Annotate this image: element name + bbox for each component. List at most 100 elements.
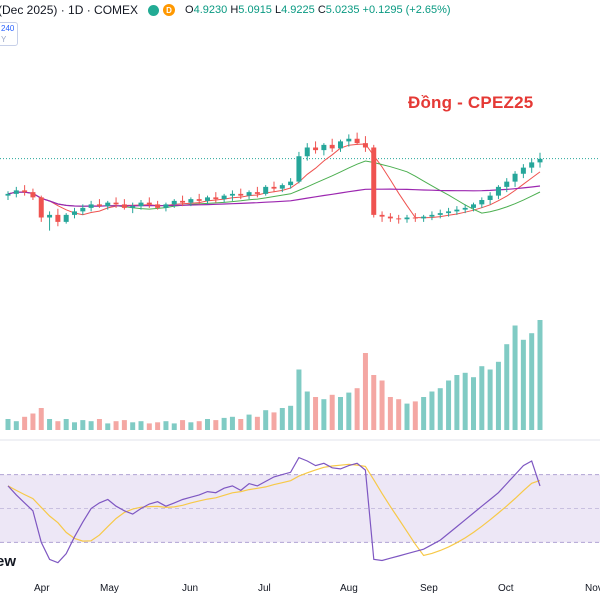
- candle-body: [437, 213, 443, 215]
- volume-bar: [329, 394, 335, 430]
- low-value: 4.9225: [281, 4, 315, 16]
- volume-bar: [205, 419, 210, 430]
- volume-bar: [130, 422, 136, 430]
- candle-body: [38, 197, 44, 218]
- volume-bar: [72, 422, 77, 430]
- volume-bar: [346, 392, 352, 430]
- volume-bar: [512, 325, 518, 430]
- candle-body: [72, 211, 77, 215]
- candle-body: [446, 211, 452, 214]
- volume-bar: [495, 361, 501, 430]
- x-tick-label: May: [100, 583, 119, 594]
- candle-body: [354, 138, 360, 144]
- volume-bar: [520, 339, 526, 430]
- candle-body: [313, 147, 319, 151]
- high-label: H: [230, 4, 239, 16]
- candle-body: [105, 202, 111, 207]
- volume-bar: [446, 380, 452, 430]
- candle-body: [13, 190, 19, 194]
- volume-bar: [163, 421, 169, 430]
- volume-bar: [221, 417, 227, 430]
- volume-bar: [254, 416, 260, 430]
- candle-body: [196, 199, 202, 201]
- volume-bar: [180, 420, 186, 430]
- volume-bar: [296, 369, 302, 430]
- candle-body: [180, 200, 186, 203]
- volume-bar: [246, 414, 252, 430]
- open-value: 4.9230: [193, 4, 228, 16]
- candle-body: [113, 202, 119, 205]
- volume-bar: [529, 333, 535, 430]
- badge-line1: 240: [1, 24, 15, 33]
- chart-header: (Dec 2025) · 1D · COMEX D O4.9230 H5.091…: [0, 0, 600, 20]
- candle-body: [30, 192, 36, 198]
- x-tick-label: Apr: [34, 583, 50, 594]
- volume-bar: [537, 320, 543, 430]
- candle-body: [346, 138, 352, 142]
- candle-body: [221, 195, 227, 200]
- volume-bar: [412, 401, 418, 430]
- volume-bar: [421, 397, 427, 430]
- volume-bar: [288, 405, 294, 430]
- candle-body: [338, 141, 343, 149]
- x-tick-label: Sep: [420, 583, 438, 594]
- volume-bar: [379, 380, 385, 430]
- candle-body: [487, 195, 493, 200]
- badge-line2: Y: [1, 35, 7, 44]
- volume-bar: [487, 369, 493, 430]
- candle-body: [246, 192, 252, 196]
- volume-bar: [454, 375, 460, 430]
- candle-body: [421, 216, 427, 219]
- volume-bar: [462, 372, 468, 430]
- price-badge[interactable]: 240 Y: [0, 22, 18, 46]
- oscillator-line: [7, 456, 541, 564]
- volume-bar: [304, 391, 310, 430]
- candle-body: [529, 162, 535, 168]
- candle-body: [296, 156, 302, 182]
- candle-body: [55, 214, 61, 222]
- candle-body: [254, 192, 260, 194]
- ohlc-readout: O4.9230 H5.0915 L4.9225 C5.0235 +0.1295 …: [185, 4, 451, 16]
- candle-body: [155, 204, 161, 208]
- volume-bar: [229, 416, 235, 430]
- volume-bar: [121, 420, 127, 430]
- candle-body: [304, 147, 310, 157]
- candle-body: [279, 185, 285, 189]
- candle-body: [479, 200, 485, 205]
- x-tick-label: Jun: [182, 583, 199, 594]
- candle-body: [412, 217, 418, 219]
- volume-bar: [188, 422, 194, 430]
- volume-bar: [321, 399, 327, 430]
- volume-bar: [47, 419, 53, 430]
- candle-body: [404, 217, 410, 220]
- volume-bar: [271, 412, 277, 430]
- symbol-title[interactable]: (Dec 2025) · 1D · COMEX: [0, 3, 139, 17]
- volume-bar: [279, 408, 285, 430]
- status-indicators: D: [148, 4, 176, 16]
- volume-bar: [338, 397, 343, 430]
- volume-bar: [371, 375, 377, 430]
- volume-bar: [362, 353, 368, 430]
- volume-bar: [429, 391, 435, 430]
- candle-body: [5, 193, 11, 196]
- volume-bar: [354, 388, 360, 430]
- volume-bar: [396, 399, 402, 430]
- volume-bar: [387, 397, 393, 430]
- volume-bar: [171, 423, 177, 430]
- candle-body: [22, 190, 28, 193]
- candle-body: [379, 214, 385, 217]
- candle-body: [96, 204, 102, 207]
- x-tick-label: Oct: [498, 583, 514, 594]
- candle-body: [138, 202, 144, 207]
- candle-body: [146, 202, 152, 205]
- change-value: +0.1295 (+2.65%): [362, 4, 451, 16]
- candle-body: [504, 181, 510, 187]
- volume-bar: [38, 408, 44, 430]
- oscillator-band: [0, 474, 600, 543]
- candle-body: [520, 167, 526, 174]
- x-tick-label: Nov: [585, 583, 600, 594]
- volume-bar: [138, 421, 144, 430]
- candle-body: [321, 144, 327, 151]
- volume-bar: [22, 416, 28, 430]
